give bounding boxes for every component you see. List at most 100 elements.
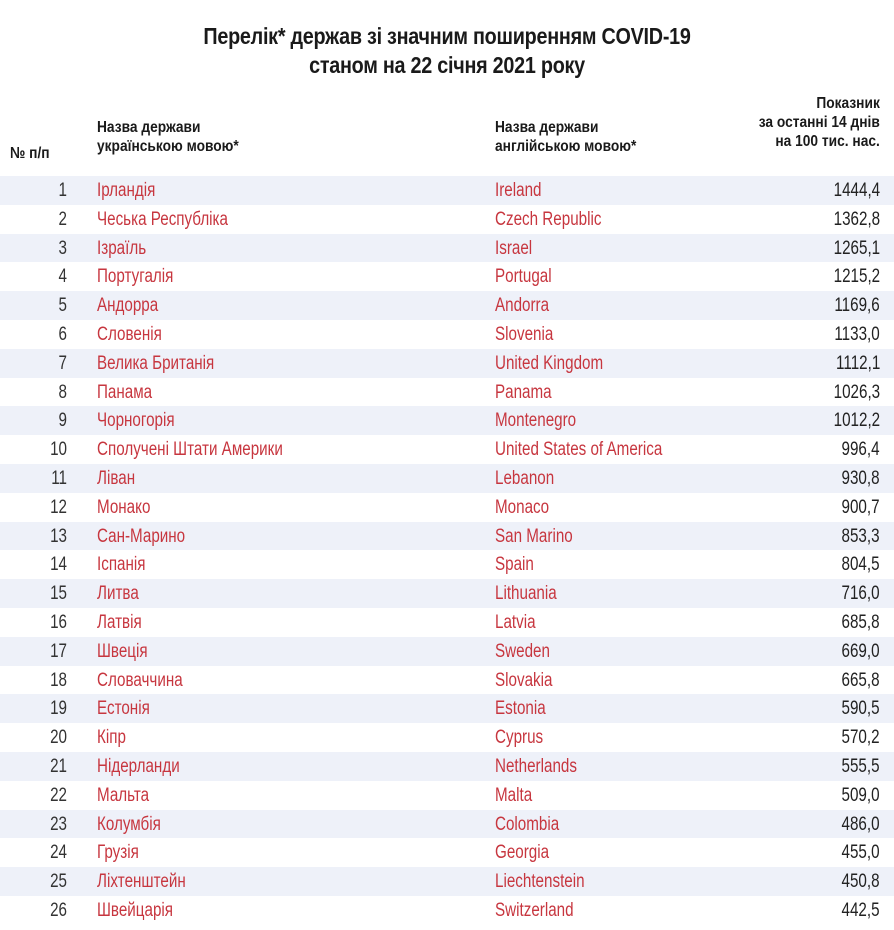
header-ua-line-1: Назва держави: [97, 119, 201, 136]
country-name-english: Cyprus: [495, 727, 544, 749]
header-ua-line-2: українською мовою*: [97, 138, 239, 155]
table-row: 5 Андорра Andorra 1169,6: [0, 291, 894, 320]
table-row: 17 Швеція Sweden 669,0: [0, 636, 894, 666]
indicator-value: 509,0: [841, 784, 880, 806]
country-name-ukrainian: Словенія: [97, 323, 162, 345]
country-name-english: Ireland: [495, 180, 542, 201]
country-name-ukrainian: Швеція: [97, 640, 148, 662]
country-name-english: Slovenia: [495, 323, 554, 345]
indicator-value: 804,5: [841, 554, 880, 576]
country-name-english: Sweden: [495, 640, 550, 662]
indicator-value: 1444,4: [833, 180, 881, 201]
table-row: 2 Чеська Республіка Czech Republic 1362,8: [0, 204, 894, 234]
country-name-english: Estonia: [495, 698, 546, 720]
country-name-ukrainian: Ліван: [97, 467, 136, 489]
indicator-value: 442,5: [841, 899, 880, 921]
indicator-value: 1133,0: [834, 323, 880, 345]
table-row: 13 Сан-Марино San Marino 853,3: [0, 521, 894, 551]
country-name-english: Spain: [495, 554, 534, 576]
row-number: 8: [58, 381, 67, 403]
table-row: 23 Колумбія Colombia 486,0: [0, 809, 894, 839]
country-name-english: Liechtenstein: [495, 871, 585, 893]
title-line-2: станом на 22 січня 2021 року: [309, 52, 585, 78]
country-name-ukrainian: Мальта: [97, 784, 150, 806]
country-name-ukrainian: Іспанія: [97, 554, 146, 576]
country-name-ukrainian: Естонія: [97, 698, 150, 720]
country-name-ukrainian: Литва: [97, 583, 139, 605]
country-name-ukrainian: Латвія: [97, 611, 142, 633]
indicator-value: 455,0: [841, 842, 880, 864]
table-row: 24 Грузія Georgia 455,0: [0, 838, 894, 868]
country-name-ukrainian: Сан-Марино: [97, 525, 186, 547]
country-name-english: Switzerland: [495, 899, 574, 921]
country-name-ukrainian: Португалія: [97, 266, 174, 288]
country-name-ukrainian: Чеська Республіка: [97, 208, 228, 230]
table-row: 12 Монако Monaco 900,7: [0, 492, 894, 522]
row-number: 25: [50, 871, 67, 893]
indicator-value: 1112,1: [835, 352, 880, 374]
table-row: 22 Мальта Malta 509,0: [0, 780, 894, 810]
row-number: 9: [58, 410, 67, 432]
row-number: 5: [58, 295, 67, 317]
country-name-english: United Kingdom: [495, 352, 604, 374]
country-name-ukrainian: Швейцарія: [97, 899, 173, 921]
row-number: 23: [50, 813, 67, 835]
country-name-ukrainian: Андорра: [97, 295, 159, 317]
row-number: 17: [50, 640, 67, 662]
title-line-1: Перелік* держав зі значним поширенням CO…: [203, 23, 691, 49]
indicator-value: 570,2: [841, 727, 880, 749]
country-name-english: Malta: [495, 784, 533, 806]
country-name-english: Andorra: [495, 295, 550, 317]
country-name-ukrainian: Панама: [97, 381, 153, 403]
country-name-english: Latvia: [495, 611, 536, 633]
header-en-line-1: Назва держави: [495, 119, 599, 136]
indicator-value: 486,0: [841, 813, 880, 835]
row-number: 20: [50, 727, 67, 749]
header-indicator: Показник за останні 14 днів на 100 тис. …: [759, 94, 880, 151]
indicator-value: 900,7: [841, 496, 880, 518]
country-name-english: Georgia: [495, 842, 550, 864]
header-ind-line-2: за останні 14 днів: [758, 114, 880, 131]
table-row: 1 Ірландія Ireland 1444,4: [0, 176, 894, 205]
table-body: 1 Ірландія Ireland 1444,4 2 Чеська Республіка…: [0, 176, 894, 925]
indicator-value: 996,4: [841, 439, 880, 461]
country-name-ukrainian: Словаччина: [97, 669, 183, 691]
table-row: 10 Сполучені Штати Америки United States o…: [0, 435, 894, 464]
country-name-ukrainian: Ірландія: [97, 180, 156, 201]
row-number: 7: [58, 352, 67, 374]
row-number: 16: [50, 611, 67, 633]
table-row: 11 Ліван Lebanon 930,8: [0, 463, 894, 493]
country-name-ukrainian: Ліхтенштейн: [97, 871, 186, 893]
country-name-ukrainian: Велика Британія: [97, 352, 215, 374]
indicator-value: 590,5: [841, 698, 880, 720]
country-name-english: Lithuania: [495, 583, 557, 605]
country-name-english: Slovakia: [495, 669, 553, 691]
table-row: 4 Португалія Portugal 1215,2: [0, 262, 894, 292]
indicator-value: 1169,6: [834, 295, 880, 317]
indicator-value: 853,3: [841, 525, 880, 547]
indicator-value: 1215,2: [833, 266, 881, 288]
row-number: 24: [50, 842, 67, 864]
indicator-value: 450,8: [841, 871, 880, 893]
header-ind-line-1: Показник: [816, 95, 880, 112]
country-name-english: Israel: [495, 237, 533, 259]
table-row: 18 Словаччина Slovakia 665,8: [0, 665, 894, 695]
country-name-english: Panama: [495, 381, 552, 403]
row-number: 21: [50, 755, 67, 777]
table-row: 19 Естонія Estonia 590,5: [0, 694, 894, 724]
country-name-ukrainian: Грузія: [97, 842, 139, 864]
table-row: 14 Іспанія Spain 804,5: [0, 550, 894, 580]
indicator-value: 930,8: [841, 467, 880, 489]
row-number: 18: [50, 669, 67, 691]
header-ind-line-3: на 100 тис. нас.: [775, 133, 880, 150]
header-name-ukrainian: Назва держави українською мовою*: [97, 118, 239, 156]
indicator-value: 1362,8: [833, 208, 881, 230]
table-row: 6 Словенія Slovenia 1133,0: [0, 319, 894, 349]
country-name-english: Portugal: [495, 266, 552, 288]
row-number: 6: [58, 323, 67, 345]
table-row: 16 Латвія Latvia 685,8: [0, 607, 894, 637]
indicator-value: 1012,2: [833, 410, 881, 432]
indicator-value: 665,8: [841, 669, 880, 691]
country-name-ukrainian: Колумбія: [97, 813, 161, 835]
